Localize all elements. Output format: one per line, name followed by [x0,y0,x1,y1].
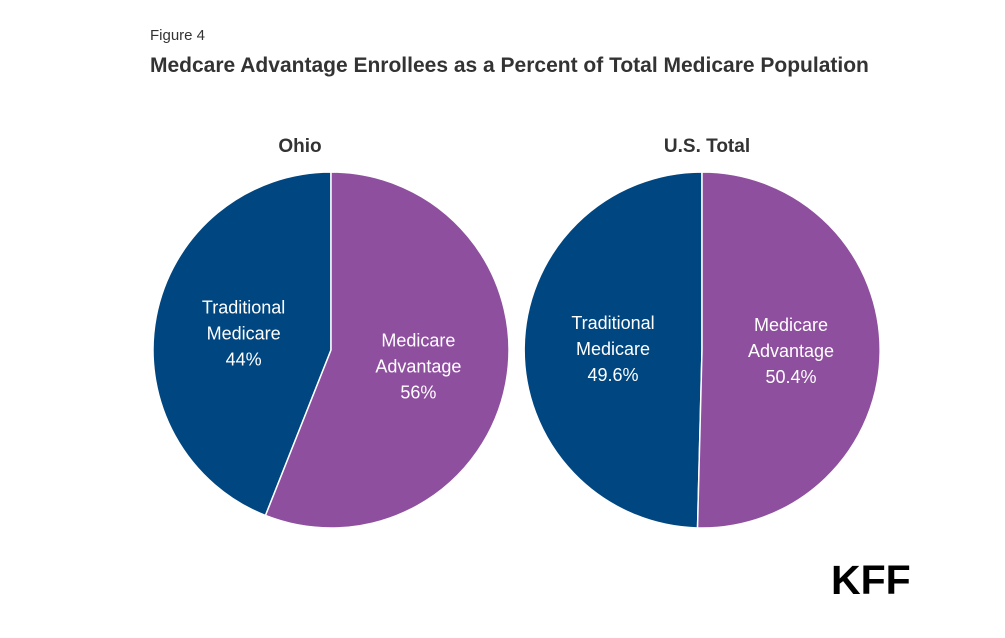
pie-slice-us-total-traditional-medicare [523,171,703,529]
slice-label-ohio-traditional-medicare: Traditional Medicare 44% [202,297,285,369]
slice-label-line-0: Medicare [754,315,828,335]
pie-slice-ohio-traditional-medicare [152,171,332,517]
pie-title-ohio: Ohio [278,136,321,157]
slice-label-line-1: Advantage [375,357,461,377]
pie-chart-ohio: Ohio Medicare Advantage 56% Traditional Medi… [152,136,510,529]
slice-label-us-total-traditional-medicare: Traditional Medicare 49.6% [571,313,654,385]
slice-label-line-0: Medicare [381,331,455,351]
kff-logo: KFF [831,557,911,603]
slice-label-line-2: 56% [400,383,436,403]
slice-label-line-1: Medicare [576,339,650,359]
slice-label-line-0: Traditional [571,313,654,333]
slice-label-line-0: Traditional [202,297,285,317]
slice-label-line-2: 44% [226,349,262,369]
pie-slice-us-total-medicare-advantage [696,171,881,529]
slice-label-ohio-medicare-advantage: Medicare Advantage 56% [375,331,461,403]
pie-slice-ohio-medicare-advantage [264,171,510,529]
slice-label-us-total-medicare-advantage: Medicare Advantage 50.4% [748,315,834,387]
pie-chart-us-total: U.S. Total Medicare Advantage 50.4% Traditi… [523,136,881,529]
chart-title: Medcare Advantage Enrollees as a Percent… [150,54,869,77]
pie-title-us-total: U.S. Total [664,136,750,157]
figure-label: Figure 4 [150,27,206,44]
slice-label-line-2: 50.4% [765,367,816,387]
slice-label-line-2: 49.6% [587,365,638,385]
slice-label-line-1: Advantage [748,341,834,361]
slice-label-line-1: Medicare [207,323,281,343]
